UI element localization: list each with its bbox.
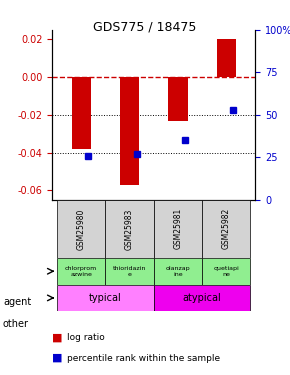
FancyBboxPatch shape (57, 285, 154, 311)
Text: percentile rank within the sample: percentile rank within the sample (67, 354, 220, 363)
FancyBboxPatch shape (154, 200, 202, 258)
Text: thioridazin
e: thioridazin e (113, 266, 146, 277)
Text: ■: ■ (52, 353, 63, 363)
Text: other: other (3, 320, 29, 329)
Text: GSM25981: GSM25981 (173, 208, 182, 249)
Text: atypical: atypical (183, 293, 221, 303)
Text: quetiapi
ne: quetiapi ne (213, 266, 239, 277)
Text: typical: typical (89, 293, 122, 303)
Text: olanzap
ine: olanzap ine (166, 266, 190, 277)
Bar (72, 77, 91, 149)
Text: GSM25982: GSM25982 (222, 208, 231, 249)
FancyBboxPatch shape (105, 200, 154, 258)
Text: GSM25983: GSM25983 (125, 208, 134, 249)
Bar (120, 77, 139, 184)
FancyBboxPatch shape (154, 285, 250, 311)
Text: chlorprom
azwine: chlorprom azwine (65, 266, 97, 277)
FancyBboxPatch shape (202, 200, 250, 258)
Text: GDS775 / 18475: GDS775 / 18475 (93, 21, 197, 34)
FancyBboxPatch shape (57, 200, 105, 258)
FancyBboxPatch shape (202, 258, 250, 285)
FancyBboxPatch shape (105, 258, 154, 285)
FancyBboxPatch shape (57, 258, 105, 285)
Text: GSM25980: GSM25980 (77, 208, 86, 249)
FancyBboxPatch shape (154, 258, 202, 285)
Bar (217, 39, 236, 77)
Bar (168, 77, 188, 120)
Text: log ratio: log ratio (67, 333, 104, 342)
Text: agent: agent (3, 297, 31, 307)
Text: ■: ■ (52, 333, 63, 342)
